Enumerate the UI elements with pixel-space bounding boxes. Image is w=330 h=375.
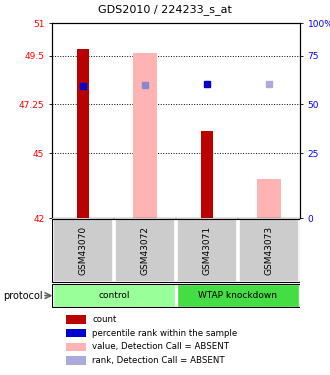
Bar — [201, 132, 213, 218]
Text: GSM43071: GSM43071 — [203, 226, 212, 275]
Bar — [133, 54, 157, 218]
Bar — [239, 219, 299, 282]
Bar — [78, 49, 88, 218]
Text: GSM43073: GSM43073 — [265, 226, 274, 275]
Text: WTAP knockdown: WTAP knockdown — [199, 291, 278, 300]
Bar — [53, 219, 113, 282]
Text: count: count — [92, 315, 117, 324]
Bar — [115, 219, 175, 282]
Bar — [66, 356, 86, 364]
Text: rank, Detection Call = ABSENT: rank, Detection Call = ABSENT — [92, 356, 225, 365]
Text: percentile rank within the sample: percentile rank within the sample — [92, 328, 238, 338]
Bar — [66, 343, 86, 351]
Text: control: control — [98, 291, 130, 300]
Bar — [53, 284, 175, 307]
Bar — [257, 179, 281, 218]
Text: value, Detection Call = ABSENT: value, Detection Call = ABSENT — [92, 342, 229, 351]
Text: GDS2010 / 224233_s_at: GDS2010 / 224233_s_at — [98, 4, 232, 15]
Text: protocol: protocol — [3, 291, 43, 301]
Text: GSM43070: GSM43070 — [79, 226, 87, 275]
Text: GSM43072: GSM43072 — [141, 226, 149, 275]
Bar — [66, 315, 86, 324]
Bar — [177, 284, 299, 307]
Bar — [66, 329, 86, 338]
Bar — [177, 219, 237, 282]
